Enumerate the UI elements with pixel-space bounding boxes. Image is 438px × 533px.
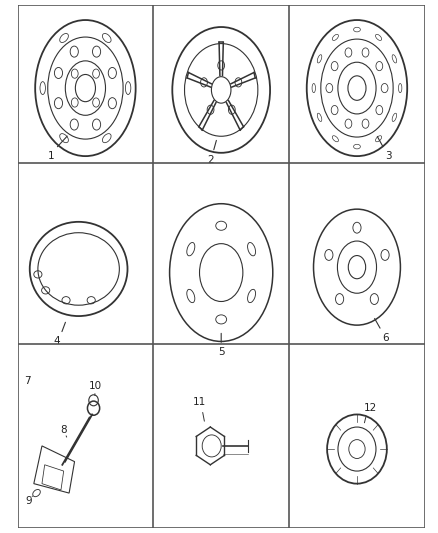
- Text: 7: 7: [24, 376, 30, 386]
- Text: 9: 9: [25, 496, 32, 506]
- Text: 12: 12: [364, 403, 377, 413]
- Text: 11: 11: [193, 397, 206, 407]
- Text: 10: 10: [88, 381, 102, 391]
- Text: 8: 8: [60, 425, 67, 435]
- Text: 1: 1: [48, 151, 55, 161]
- Text: 5: 5: [218, 348, 225, 357]
- Text: 2: 2: [207, 155, 214, 165]
- Text: 3: 3: [385, 151, 392, 161]
- Text: 4: 4: [53, 336, 60, 346]
- Text: 6: 6: [382, 333, 389, 343]
